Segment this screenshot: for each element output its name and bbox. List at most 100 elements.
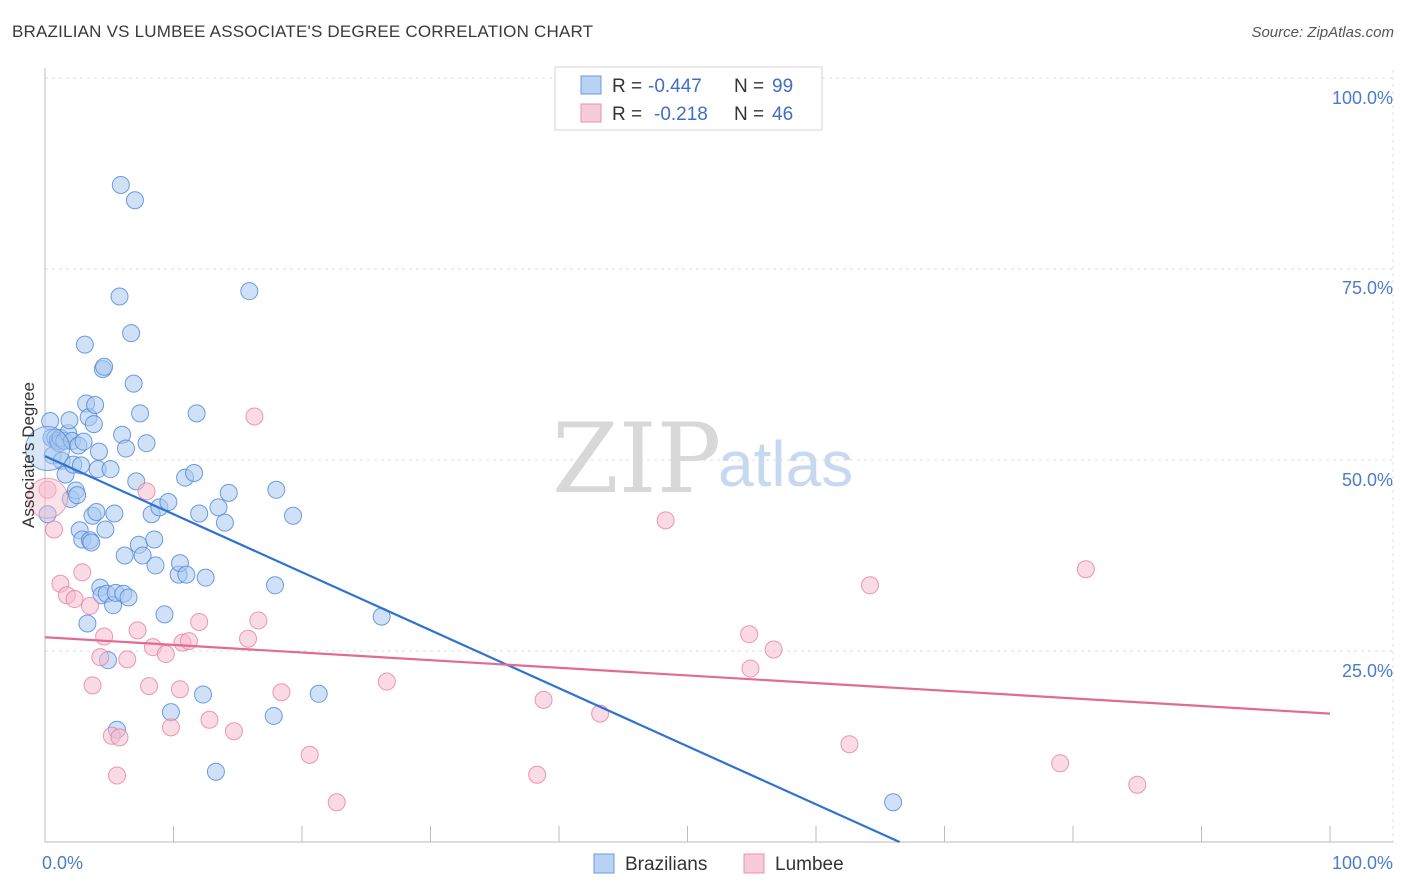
point-brazilians-78 — [206, 762, 225, 781]
point-brazilians-22 — [74, 432, 93, 451]
point-lumbee-6 — [80, 596, 99, 615]
point-lumbee-19 — [161, 718, 180, 737]
legend-n-value-lumbee: 46 — [772, 104, 793, 125]
point-brazilians-87 — [309, 684, 328, 703]
point-brazilians-73 — [185, 463, 204, 482]
legend-r-label-lumbee: R = — [612, 104, 642, 125]
point-brazilians-67 — [159, 493, 178, 512]
point-brazilians-32 — [87, 502, 106, 521]
point-brazilians-66 — [155, 605, 174, 624]
point-lumbee-7 — [83, 676, 102, 695]
point-brazilians-55 — [124, 374, 143, 393]
point-brazilians-89 — [884, 793, 903, 812]
legend-n-value-brazilians: 99 — [772, 76, 793, 97]
point-lumbee-34 — [534, 690, 553, 709]
point-brazilians-64 — [146, 556, 165, 575]
point-brazilians-44 — [105, 504, 124, 523]
point-brazilians-80 — [215, 513, 234, 532]
point-lumbee-33 — [528, 765, 547, 784]
point-brazilians-31 — [86, 395, 105, 414]
trend-lines — [44, 455, 1331, 844]
source-credit: Source: ZipAtlas.com — [1251, 24, 1394, 41]
x-tick-label-100: 100.0% — [1332, 853, 1393, 873]
point-brazilians-85 — [267, 480, 286, 499]
y-tick-label-50: 50.0% — [1342, 470, 1393, 490]
point-brazilians-74 — [187, 404, 206, 423]
point-brazilians-72 — [177, 565, 196, 584]
point-lumbee-8 — [91, 648, 110, 667]
point-brazilians-77 — [196, 568, 215, 587]
legend-r-label-brazilians: R = — [612, 76, 642, 97]
point-brazilians-25 — [78, 614, 97, 633]
point-brazilians-86 — [284, 506, 303, 525]
point-brazilians-48 — [111, 175, 130, 194]
point-lumbee-11 — [107, 766, 126, 785]
point-brazilians-30 — [84, 415, 103, 434]
point-brazilians-84 — [266, 576, 285, 595]
point-lumbee-27 — [245, 407, 264, 426]
point-brazilians-53 — [119, 588, 138, 607]
point-brazilians-82 — [240, 282, 259, 301]
point-brazilians-34 — [89, 442, 108, 461]
point-brazilians-47 — [110, 287, 129, 306]
point-lumbee-28 — [249, 611, 268, 630]
legend-bottom: Brazilians Lumbee — [593, 853, 844, 875]
point-lumbee-44 — [1128, 775, 1147, 794]
point-brazilians-0 — [38, 505, 57, 524]
y-tick-label-25: 25.0% — [1342, 661, 1393, 681]
point-lumbee-17 — [137, 482, 156, 501]
point-lumbee-42 — [1051, 754, 1070, 773]
point-brazilians-61 — [137, 434, 156, 453]
point-lumbee-36 — [656, 511, 675, 530]
legend-bottom-swatch-lumbee — [743, 853, 765, 874]
point-lumbee-43 — [1076, 560, 1095, 579]
point-brazilians-60 — [133, 546, 152, 565]
legend-r-value-lumbee: -0.218 — [654, 104, 708, 125]
watermark: ZIP atlas — [552, 403, 853, 515]
point-brazilians-79 — [209, 498, 228, 517]
point-lumbee-13 — [118, 650, 137, 669]
point-lumbee-25 — [224, 722, 243, 741]
point-brazilians-63 — [145, 530, 164, 549]
point-lumbee-9 — [95, 627, 114, 646]
point-lumbee-14 — [128, 621, 147, 640]
point-brazilians-17 — [68, 486, 87, 505]
point-lumbee-18 — [156, 645, 175, 664]
point-brazilians-28 — [82, 533, 101, 552]
point-lumbee-32 — [377, 672, 396, 691]
point-lumbee-40 — [840, 735, 859, 754]
point-lumbee-5 — [73, 563, 92, 582]
point-lumbee-cluster — [27, 477, 69, 519]
watermark-zip: ZIP — [552, 403, 721, 515]
point-brazilians-cluster — [25, 426, 71, 472]
point-lumbee-1 — [44, 520, 63, 539]
point-brazilians-75 — [190, 504, 209, 523]
x-tick-label-0: 0.0% — [42, 853, 83, 873]
point-brazilians-81 — [219, 483, 238, 502]
trendline-brazilians — [44, 455, 900, 844]
point-lumbee-39 — [764, 640, 783, 659]
point-lumbee-31 — [327, 793, 346, 812]
point-brazilians-59 — [131, 404, 150, 423]
point-lumbee-4 — [65, 590, 84, 609]
point-brazilians-68 — [161, 703, 180, 722]
point-lumbee-41 — [860, 576, 879, 595]
chart-title: BRAZILIAN VS LUMBEE ASSOCIATE'S DEGREE C… — [12, 22, 594, 41]
point-lumbee-26 — [239, 629, 258, 648]
legend-r-value-brazilians: -0.447 — [648, 76, 702, 97]
point-brazilians-38 — [95, 357, 114, 376]
legend-n-label-brazilians: N = — [734, 76, 764, 97]
point-brazilians-39 — [96, 520, 115, 539]
point-brazilians-23 — [75, 335, 94, 354]
point-lumbee-24 — [200, 710, 219, 729]
trendline-lumbee — [44, 636, 1331, 715]
legend-bottom-label-lumbee: Lumbee — [775, 854, 844, 875]
legend-n-label-lumbee: N = — [734, 104, 764, 125]
y-tick-label-100: 100.0% — [1332, 88, 1393, 108]
point-brazilians-52 — [116, 439, 135, 458]
legend-bottom-label-brazilians: Brazilians — [625, 854, 707, 875]
legend-top: R = -0.447 N = 99 R = -0.218 N = 46 — [554, 66, 823, 131]
point-lumbee-38 — [741, 659, 760, 678]
point-lumbee-37 — [740, 625, 759, 644]
